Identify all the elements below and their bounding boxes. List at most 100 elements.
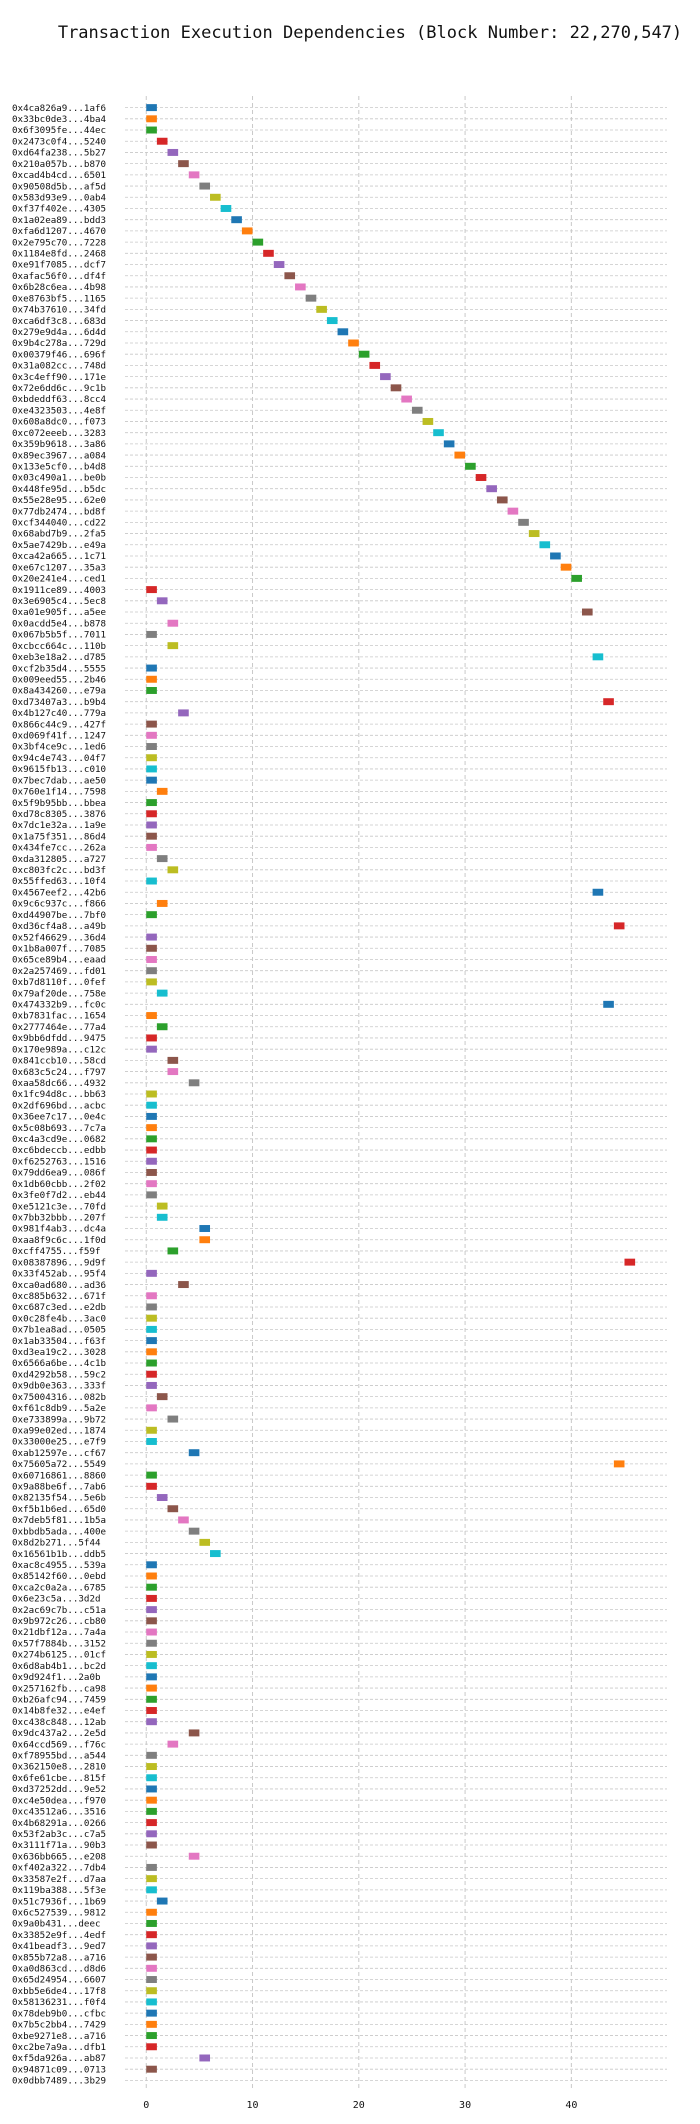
transaction-label: 0x08387896...9d9f [12, 1257, 106, 1268]
execution-bar [401, 395, 412, 403]
transaction-label: 0x434fe7cc...262a [12, 843, 106, 854]
transaction-label: 0x75605a72...5549 [12, 1459, 106, 1470]
transaction-label: 0x51c7936f...1b69 [12, 1896, 106, 1907]
transaction-label: 0xca6df3c8...683d [12, 316, 106, 327]
transaction-label: 0x65ce89b4...eaad [12, 955, 106, 966]
execution-bar [624, 1258, 636, 1266]
transaction-label: 0xeb3e18a2...d785 [12, 652, 106, 663]
execution-bar [592, 653, 604, 661]
execution-bar [146, 843, 157, 851]
transaction-label: 0x279e9d4a...6d4d [12, 327, 106, 338]
execution-bar [146, 2043, 157, 2051]
transaction-label: 0x79dd6ea9...086f [12, 1168, 106, 1179]
execution-bar [337, 328, 349, 336]
transaction-label: 0xe8763bf5...1165 [12, 293, 106, 304]
execution-bar [146, 1124, 157, 1132]
execution-bar [146, 1650, 157, 1658]
transaction-label: 0x68abd7b9...2fa5 [12, 529, 106, 540]
execution-bar [188, 171, 200, 179]
transaction-label: 0xafac56f0...df4f [12, 271, 106, 282]
execution-bar [146, 1673, 157, 1681]
transaction-label: 0x9d924f1...2a0b [12, 1672, 101, 1683]
execution-bar [146, 126, 157, 134]
execution-bar [146, 1471, 157, 1479]
transaction-label: 0xb7d8110f...0fef [12, 977, 106, 988]
execution-bar [241, 227, 253, 235]
transaction-label: 0xc4e50dea...f970 [12, 1795, 106, 1806]
transaction-label: 0x74b37610...34fd [12, 305, 106, 316]
execution-bar [188, 1449, 200, 1457]
transaction-label: 0x79af20de...758e [12, 988, 106, 999]
execution-bar [146, 799, 157, 807]
transaction-label: 0x4ca826a9...1af6 [12, 103, 106, 114]
execution-bar [603, 1000, 614, 1008]
execution-bar [273, 261, 285, 269]
execution-bar [199, 2054, 211, 2062]
execution-bar [507, 507, 519, 515]
execution-bar [146, 1348, 157, 1356]
transaction-label: 0x3e6905c4...5ec8 [12, 596, 106, 607]
execution-bar [550, 552, 561, 560]
execution-bar [295, 283, 306, 291]
transaction-label: 0xc438c848...12ab [12, 1717, 106, 1728]
execution-bar [146, 1662, 157, 1670]
execution-bar [156, 1202, 168, 1210]
execution-bar [613, 1460, 625, 1468]
execution-bar [146, 1180, 157, 1188]
execution-bar [316, 305, 327, 313]
transaction-label: 0xcff4755...f59f [12, 1246, 101, 1257]
transaction-label: 0x21dbf12a...7a4a [12, 1627, 106, 1638]
transaction-label: 0x636bb665...e208 [12, 1851, 106, 1862]
execution-bar [146, 115, 157, 123]
execution-bar [146, 664, 157, 672]
transaction-label: 0xf5da926a...ab87 [12, 2053, 106, 2064]
execution-bar [146, 1583, 157, 1591]
transaction-label: 0xe5121c3e...70fd [12, 1201, 106, 1212]
execution-bar [146, 1841, 157, 1849]
x-tick-label: 40 [565, 2100, 577, 2111]
execution-bar [380, 373, 391, 381]
transaction-label: 0xbbdb5ada...400e [12, 1526, 106, 1537]
execution-bar [146, 1482, 157, 1490]
transaction-label: 0x3c4eff90...171e [12, 372, 106, 383]
transaction-label: 0xcf2b35d4...5555 [12, 663, 106, 674]
transaction-label: 0x1db60cbb...2f02 [12, 1179, 106, 1190]
transaction-label: 0x474332b9...fc0c [12, 1000, 106, 1011]
execution-bar [146, 1168, 157, 1176]
transaction-label: 0x9b4c278a...729d [12, 338, 106, 349]
transaction-label: 0xd37252dd...9e52 [12, 1784, 106, 1795]
transaction-label: 0x5ae7429b...e49a [12, 540, 106, 551]
transaction-label: 0x82135f54...5e6b [12, 1493, 106, 1504]
transaction-label: 0xc803fc2c...bd3f [12, 865, 106, 876]
execution-bar [496, 496, 508, 504]
execution-bar [146, 1404, 157, 1412]
execution-bar [146, 1953, 157, 1961]
execution-bar [156, 1023, 168, 1031]
execution-bar [146, 1695, 157, 1703]
transaction-label: 0x760e1f14...7598 [12, 787, 106, 798]
execution-bar [146, 1012, 157, 1020]
transaction-label: 0x7b1ea8ad...0505 [12, 1325, 106, 1336]
transaction-labels: 0x4ca826a9...1af60x33bc0de3...4ba40x6f30… [12, 103, 107, 2087]
transaction-label: 0x8a434260...e79a [12, 686, 106, 697]
execution-bar [146, 1931, 157, 1939]
execution-bar [146, 832, 157, 840]
execution-bar [571, 574, 582, 582]
transaction-label: 0xd3ea19c2...3028 [12, 1347, 106, 1358]
transaction-label: 0xf78955bd...a544 [12, 1751, 107, 1762]
transaction-label: 0x4b127c40...779a [12, 708, 106, 719]
execution-bar [146, 1919, 157, 1927]
transaction-label: 0x1a02ea89...bdd3 [12, 215, 106, 226]
execution-bar [178, 1281, 189, 1289]
transaction-label: 0x6b28c6ea...4b98 [12, 282, 106, 293]
execution-bar [603, 698, 614, 706]
chart-title: Transaction Execution Dependencies (Bloc… [58, 23, 682, 43]
execution-bar [220, 205, 232, 212]
execution-bar [146, 1359, 157, 1367]
execution-bar [146, 1976, 157, 1983]
transaction-label: 0x36ee7c17...0e4c [12, 1112, 106, 1123]
execution-bar [305, 294, 317, 302]
execution-bar [146, 1426, 157, 1434]
transaction-label: 0xb26afc94...7459 [12, 1694, 106, 1705]
